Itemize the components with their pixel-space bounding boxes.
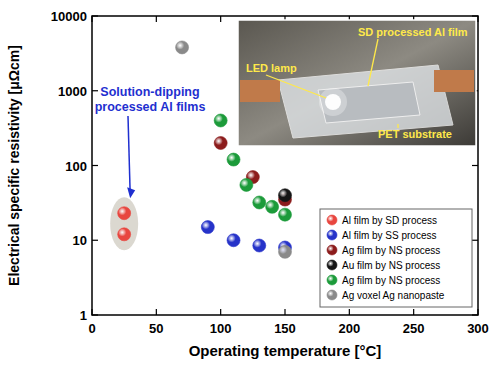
- legend-marker: [327, 260, 337, 270]
- legend-label: Al film by SD process: [342, 215, 437, 226]
- point: [201, 221, 214, 234]
- point: [279, 189, 292, 202]
- x-tick-label: 250: [403, 321, 425, 336]
- legend-marker: [327, 290, 337, 300]
- chart: 0 50 100 150 200 250 300 1 10 100 1000 10000 Operati…: [0, 0, 492, 368]
- annotation-arrowhead: [127, 187, 135, 198]
- x-tick-label: 150: [274, 321, 296, 336]
- y-tick: [92, 90, 98, 91]
- plot-frame: [92, 16, 478, 315]
- inset-pointer: [368, 39, 378, 86]
- x-tick: [477, 309, 478, 315]
- legend-label: Au film by NS process: [342, 260, 440, 271]
- y-tick: [92, 165, 98, 166]
- inset-electrode: [434, 70, 474, 92]
- y-tick: [92, 240, 98, 241]
- inset-electrode: [240, 80, 280, 102]
- legend-marker: [327, 230, 337, 240]
- point: [118, 228, 131, 241]
- x-tick-label: 50: [149, 321, 163, 336]
- x-tick-label: 200: [338, 321, 360, 336]
- legend: Al film by SD process Al film by SS proce…: [320, 209, 472, 307]
- point: [253, 196, 266, 209]
- x-axis-title: Operating temperature [°C]: [189, 342, 382, 359]
- legend-marker: [327, 215, 337, 225]
- x-tick: [220, 16, 221, 22]
- inset-led-glow: [319, 88, 347, 116]
- point: [266, 200, 279, 213]
- y-tick-label: 1: [80, 308, 87, 323]
- y-tick-label: 10: [73, 233, 87, 248]
- highlight-ellipse: [110, 197, 138, 250]
- y-tick: [472, 165, 478, 166]
- y-tick-label: 1000: [58, 84, 87, 99]
- point: [227, 153, 240, 166]
- y-tick-label: 10000: [51, 9, 87, 24]
- point: [279, 208, 292, 221]
- point: [214, 114, 227, 127]
- y-tick: [472, 240, 478, 241]
- x-tick-label: 0: [88, 321, 95, 336]
- point: [279, 245, 292, 258]
- y-tick: [472, 15, 478, 16]
- point: [176, 41, 189, 54]
- y-tick: [92, 15, 98, 16]
- x-tick: [477, 16, 478, 22]
- legend-label: Ag voxel Ag nanopaste: [342, 290, 445, 301]
- x-tick: [349, 309, 350, 315]
- inset-label: SD processed Al film: [358, 26, 468, 38]
- annotation: processed Al films: [95, 100, 206, 114]
- x-tick-label: 100: [210, 321, 232, 336]
- x-tick-label: 300: [467, 321, 489, 336]
- legend-box: [320, 209, 472, 307]
- point: [118, 207, 131, 220]
- x-tick: [91, 16, 92, 22]
- inset-pointer: [397, 124, 398, 128]
- y-tick: [92, 314, 98, 315]
- x-tick: [91, 309, 92, 315]
- legend-label: Ag film by NS process: [342, 245, 440, 256]
- legend-label: Al film by SS process: [342, 230, 436, 241]
- point: [253, 239, 266, 252]
- inset-label: PET substrate: [378, 128, 452, 140]
- inset-pointer: [266, 75, 326, 98]
- point: [214, 136, 227, 149]
- y-tick-label: 100: [65, 159, 87, 174]
- x-tick: [156, 16, 157, 22]
- y-tick: [472, 314, 478, 315]
- x-tick: [220, 309, 221, 315]
- x-tick: [284, 309, 285, 315]
- inset-label: LED lamp: [246, 62, 297, 74]
- point: [227, 234, 240, 247]
- x-tick: [156, 309, 157, 315]
- legend-marker: [327, 275, 337, 285]
- point: [240, 178, 253, 191]
- x-tick: [413, 309, 414, 315]
- legend-marker: [327, 245, 337, 255]
- inset-film: [318, 82, 420, 123]
- legend-label: Ag film by NS process: [342, 275, 440, 286]
- inset-photo: SD processed Al film LED lamp PET substrat…: [238, 20, 476, 146]
- inset-frame: [238, 20, 476, 146]
- annotation-arrow: [128, 116, 130, 193]
- annotation: Solution-dipping: [100, 85, 199, 99]
- y-axis-title: Electrical specific resistivity [μΩcm]: [6, 45, 22, 286]
